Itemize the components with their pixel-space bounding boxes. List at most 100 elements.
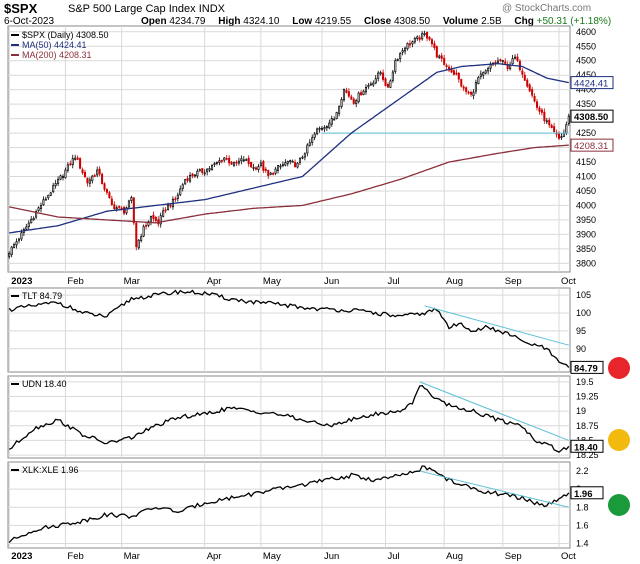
candle-body	[15, 241, 18, 246]
candle	[267, 169, 270, 179]
candle	[101, 172, 104, 185]
y-tick-label: 4150	[576, 157, 596, 167]
candle-body	[389, 80, 392, 88]
candle-body	[196, 170, 199, 177]
candle	[13, 242, 16, 249]
candle-body	[225, 158, 228, 160]
candle-body	[245, 159, 248, 161]
candle	[472, 89, 475, 100]
candle	[553, 122, 556, 133]
candle-body	[98, 168, 101, 175]
candle	[37, 206, 40, 213]
chg-label: Chg	[514, 16, 534, 27]
candle-body	[511, 58, 514, 65]
candle	[8, 251, 11, 259]
candle-body	[198, 169, 201, 172]
candle	[301, 155, 304, 160]
candle-body	[303, 153, 306, 158]
candle	[191, 172, 194, 179]
candle	[445, 63, 448, 70]
candle	[284, 159, 287, 167]
udn-last-box	[570, 439, 604, 453]
candle-body	[201, 168, 204, 173]
candle-body	[220, 159, 223, 162]
candle-body	[37, 207, 40, 212]
candle	[189, 172, 192, 184]
candle-body	[179, 188, 182, 196]
candle-body	[105, 189, 108, 193]
candle-body	[164, 209, 167, 212]
candle-body	[386, 83, 389, 88]
candle-body	[384, 78, 387, 86]
candle	[538, 105, 541, 115]
candle-body	[565, 124, 568, 134]
candle-body	[330, 118, 333, 125]
candle-body	[52, 185, 55, 192]
candle-body	[477, 77, 480, 85]
candle	[57, 176, 60, 187]
candle-body	[272, 173, 275, 175]
candle	[391, 69, 394, 83]
candle	[394, 58, 397, 74]
candle-body	[413, 38, 416, 43]
candle-body	[154, 216, 157, 222]
candle	[560, 133, 563, 140]
candle	[489, 61, 492, 72]
candle	[406, 42, 409, 51]
x-tick-label: Feb	[67, 551, 83, 562]
index-name: S&P 500 Large Cap Index	[68, 3, 196, 15]
candle	[355, 98, 358, 108]
candle-body	[411, 41, 414, 45]
candle	[149, 215, 152, 226]
chg-value: +50.31 (+1.18%)	[536, 16, 612, 27]
xlk-xle-line	[8, 465, 570, 544]
candle	[223, 157, 226, 163]
candle	[240, 155, 243, 165]
candle-body	[74, 157, 77, 160]
candle-body	[394, 60, 397, 72]
y-tick-label: 1.8	[576, 502, 589, 512]
candle	[130, 195, 133, 204]
legend-entry: MA(200) 4208.31	[22, 50, 92, 60]
y-tick-label: 4550	[576, 41, 596, 51]
tlt-legend: TLT 84.79	[22, 291, 62, 301]
candle-body	[557, 133, 561, 139]
candle	[137, 239, 140, 250]
candle-body	[484, 70, 487, 74]
candle-body	[445, 65, 448, 68]
udn-legend: UDN 18.40	[22, 379, 67, 389]
x-tick-label: May	[263, 551, 281, 562]
candle-body	[467, 91, 470, 94]
candle	[213, 161, 216, 167]
candle-body	[49, 192, 52, 196]
candle-body	[501, 60, 504, 62]
candle-body	[69, 163, 72, 166]
high-label: High	[218, 16, 241, 27]
candle	[452, 69, 455, 76]
candle	[499, 58, 502, 63]
y-tick-label: 3850	[576, 244, 596, 254]
candle	[64, 167, 67, 179]
candle-body	[59, 175, 62, 180]
candle-body	[218, 160, 221, 163]
candle	[379, 70, 382, 76]
candle-body	[526, 79, 529, 87]
candle	[98, 166, 101, 177]
candle-body	[355, 100, 358, 104]
candle	[264, 166, 267, 173]
candle-body	[313, 133, 316, 138]
candle-body	[465, 87, 468, 92]
candle-body	[96, 169, 99, 176]
candle	[479, 70, 482, 80]
candle-body	[377, 72, 380, 79]
candle	[396, 58, 399, 62]
candle	[135, 221, 138, 251]
candle	[448, 64, 451, 73]
candle-body	[20, 232, 23, 240]
candle-body	[108, 192, 111, 199]
candle	[235, 160, 238, 167]
candle-body	[159, 215, 162, 225]
x-tick-label: Feb	[67, 276, 83, 287]
candle-body	[215, 162, 218, 164]
candle	[96, 166, 99, 178]
